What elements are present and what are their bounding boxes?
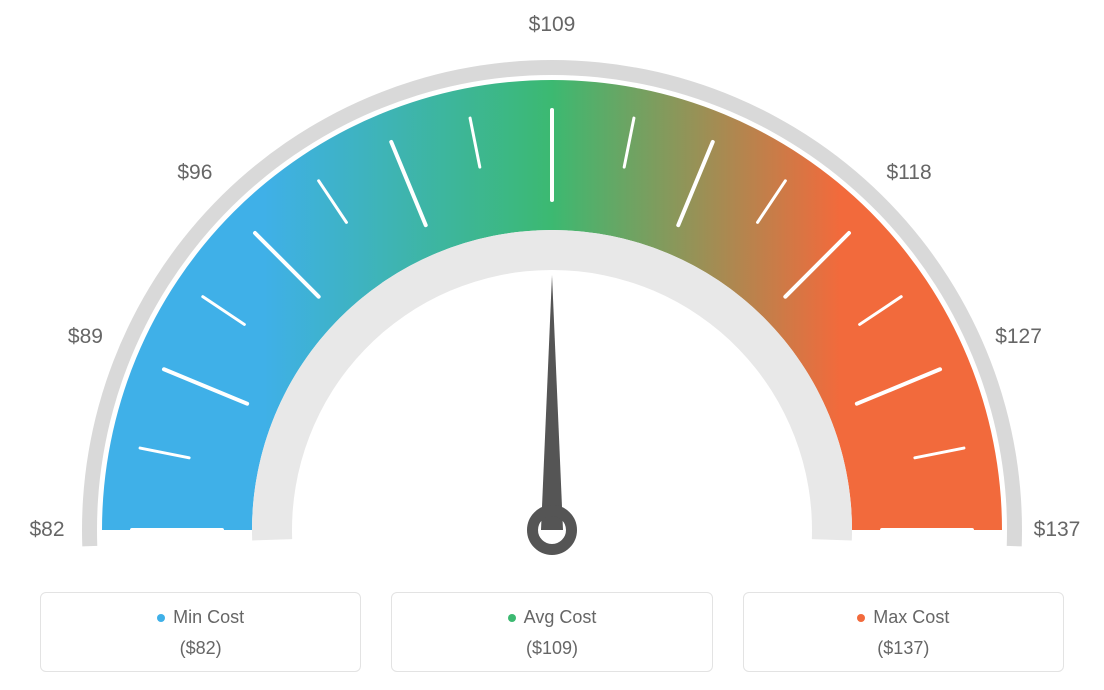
legend-label-avg: Avg Cost	[524, 607, 597, 628]
gauge-tick-label: $109	[529, 13, 576, 37]
gauge-tick-label: $96	[177, 161, 212, 185]
gauge-tick-label: $89	[68, 325, 103, 349]
legend-box-avg: Avg Cost ($109)	[391, 592, 712, 672]
legend-value-min: ($82)	[51, 638, 350, 659]
legend-box-max: Max Cost ($137)	[743, 592, 1064, 672]
legend-value-max: ($137)	[754, 638, 1053, 659]
gauge-tick-label: $137	[1034, 518, 1081, 542]
gauge-tick-label: $127	[995, 325, 1042, 349]
legend-label-min: Min Cost	[173, 607, 244, 628]
legend-dot-avg	[508, 614, 516, 622]
gauge-svg	[0, 0, 1104, 560]
legend-dot-min	[157, 614, 165, 622]
gauge-tick-label: $82	[29, 518, 64, 542]
gauge-chart: $82 $89 $96 $109 $118 $127 $137	[0, 0, 1104, 560]
legend-row: Min Cost ($82) Avg Cost ($109) Max Cost …	[40, 592, 1064, 672]
legend-title-max: Max Cost	[857, 607, 949, 628]
legend-title-min: Min Cost	[157, 607, 244, 628]
legend-dot-max	[857, 614, 865, 622]
gauge-tick-label: $118	[886, 161, 931, 185]
legend-title-avg: Avg Cost	[508, 607, 597, 628]
legend-value-avg: ($109)	[402, 638, 701, 659]
legend-box-min: Min Cost ($82)	[40, 592, 361, 672]
legend-label-max: Max Cost	[873, 607, 949, 628]
